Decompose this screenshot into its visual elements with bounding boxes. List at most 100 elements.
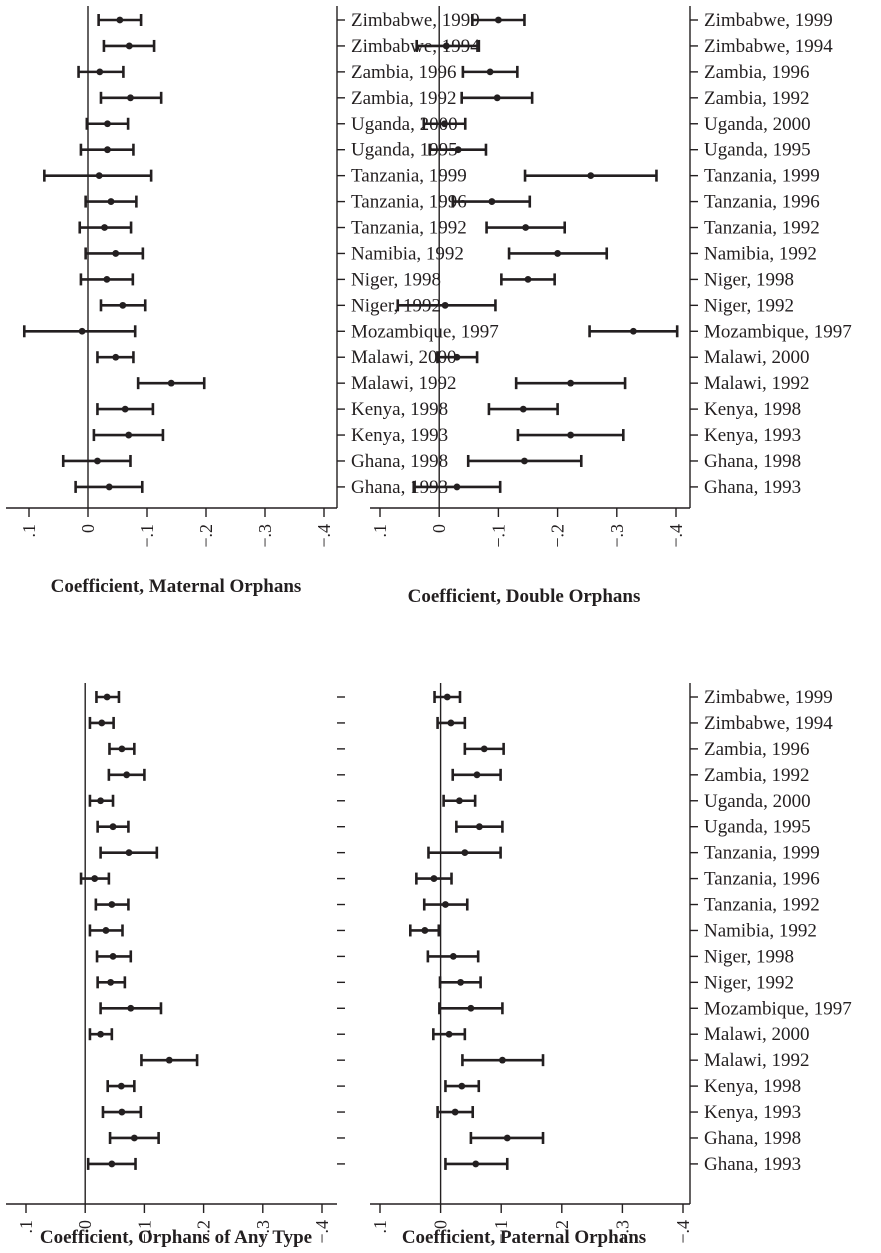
country-label: Uganda, 2000 [351,114,458,135]
country-label: Tanzania, 1999 [704,166,820,187]
x-tick-label: 0 [75,1220,95,1229]
coefficient-row [487,403,559,416]
x-tick-label: −.2 [196,524,216,548]
x-tick-label: −.4 [314,524,334,548]
coefficient-row [85,117,130,130]
country-label: Kenya, 1993 [704,425,801,446]
point-estimate [461,849,469,857]
country-label: Tanzania, 1992 [704,895,820,916]
point-estimate [453,483,461,491]
point-estimate [125,42,133,50]
coefficient-row [427,846,502,859]
coefficient-row [466,454,583,467]
point-estimate [475,823,483,831]
point-estimate [104,146,111,154]
point-estimate [480,745,488,753]
country-label: Ghana, 1998 [704,1128,801,1149]
x-tick-label: .1 [370,524,390,538]
coefficient-row [438,1002,504,1015]
point-estimate [118,745,126,753]
point-estimate [97,797,104,805]
country-label: Malawi, 2000 [704,347,810,368]
point-estimate [445,1030,453,1038]
coefficient-row [84,247,145,260]
country-label: Niger, 1992 [704,972,794,993]
country-label: Zambia, 1996 [704,739,810,760]
point-estimate [430,875,438,882]
coefficient-row [422,898,469,911]
x-tick-label: .1 [370,1220,390,1234]
coefficient-row [432,1028,467,1041]
point-estimate [123,771,131,779]
x-tick-label: 0 [431,1220,451,1229]
country-label: Zambia, 1992 [704,88,810,109]
point-estimate [442,901,449,908]
coefficient-row [102,39,156,52]
coefficient-row [88,924,124,937]
point-estimate [107,978,115,986]
x-tick-label: .1 [16,1220,36,1234]
x-tick-label: −.1 [137,524,157,548]
x-tick-label: −.4 [666,524,686,548]
point-estimate [112,250,120,257]
country-label: Malawi, 2000 [351,347,457,368]
point-estimate [91,875,99,882]
coefficient-row [507,247,609,260]
coefficient-row [408,924,441,937]
x-axis-title: Coefficient, Double Orphans [408,586,641,607]
x-tick-label: −.4 [312,1220,332,1244]
point-estimate [442,42,450,50]
coefficient-row [442,794,477,807]
coefficient-row [61,454,132,467]
coefficient-row [436,716,467,729]
point-estimate [449,953,457,960]
country-label: Uganda, 2000 [704,791,811,812]
country-label: Mozambique, 1997 [704,321,852,342]
point-estimate [108,1160,116,1168]
point-estimate [488,198,496,205]
point-estimate [467,1004,475,1012]
coefficient-row [460,91,534,104]
point-estimate [78,327,86,335]
coefficient-row [43,169,153,182]
point-estimate [503,1134,511,1142]
country-label: Zambia, 1992 [704,765,810,786]
coefficient-row [88,1028,114,1041]
country-label: Namibia, 1992 [704,243,817,264]
x-tick-label: .1 [19,524,39,538]
x-tick-label: −.2 [552,1220,572,1244]
coefficient-row [516,429,625,442]
point-estimate [165,1056,173,1064]
point-estimate [522,224,530,231]
point-estimate [441,120,448,128]
country-label: Malawi, 1992 [704,373,810,394]
country-label: Zambia, 1992 [351,88,457,109]
coefficient-row [438,976,482,989]
x-tick-label: 0 [78,524,98,533]
point-estimate [454,146,462,154]
coefficient-row [415,39,481,52]
country-label: Uganda, 1995 [704,817,811,838]
x-axis-title: Coefficient, Maternal Orphans [51,576,302,597]
point-estimate [443,693,451,701]
coefficient-row [86,1157,137,1170]
point-estimate [97,1030,104,1038]
country-label: Kenya, 1993 [704,1102,801,1123]
point-estimate [493,94,501,102]
point-estimate [96,68,104,76]
coefficient-row [108,1131,160,1144]
coefficient-row [469,1131,545,1144]
country-label: Zimbabwe, 1999 [704,10,833,31]
point-estimate [121,405,129,413]
country-label: Niger, 1998 [704,946,794,967]
point-estimate [98,719,106,727]
point-estimate [95,172,103,180]
coefficient-row [588,325,679,338]
point-estimate [107,198,115,205]
point-estimate [455,797,463,805]
country-label: Kenya, 1998 [351,399,448,420]
point-estimate [127,1004,135,1012]
